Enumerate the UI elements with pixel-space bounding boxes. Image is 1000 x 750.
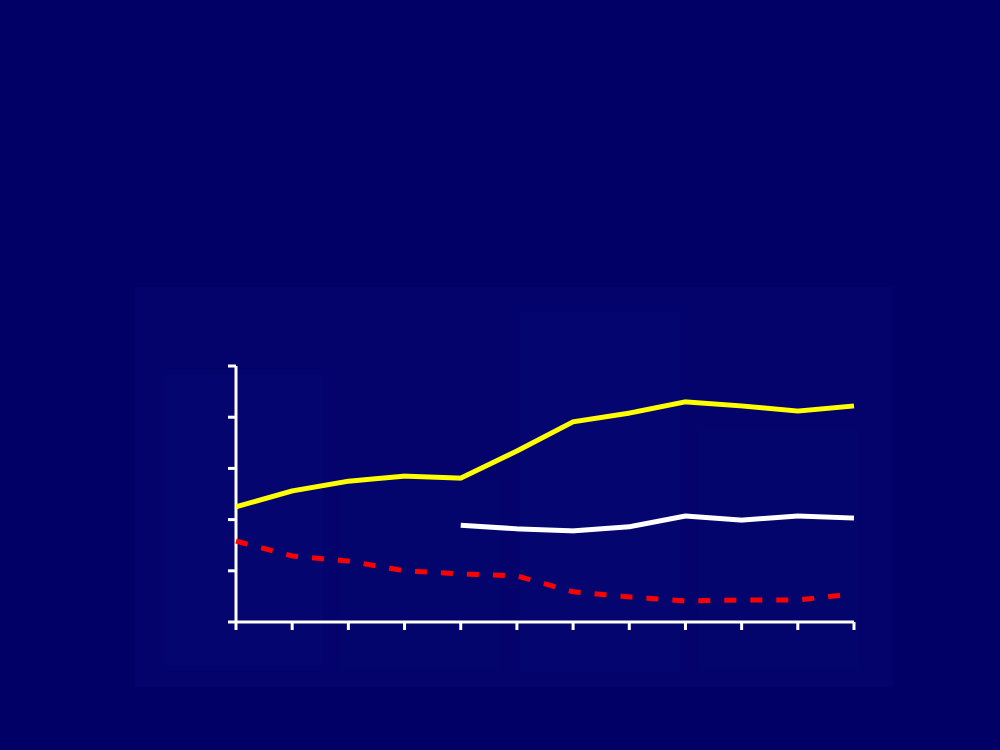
plot-area [228, 364, 856, 630]
series-line [235, 538, 855, 604]
backdrop-shape [698, 430, 858, 670]
backdrop-shape [520, 312, 680, 672]
series-line [460, 513, 855, 534]
backdrop-shape [163, 375, 323, 665]
series-line [235, 399, 855, 510]
